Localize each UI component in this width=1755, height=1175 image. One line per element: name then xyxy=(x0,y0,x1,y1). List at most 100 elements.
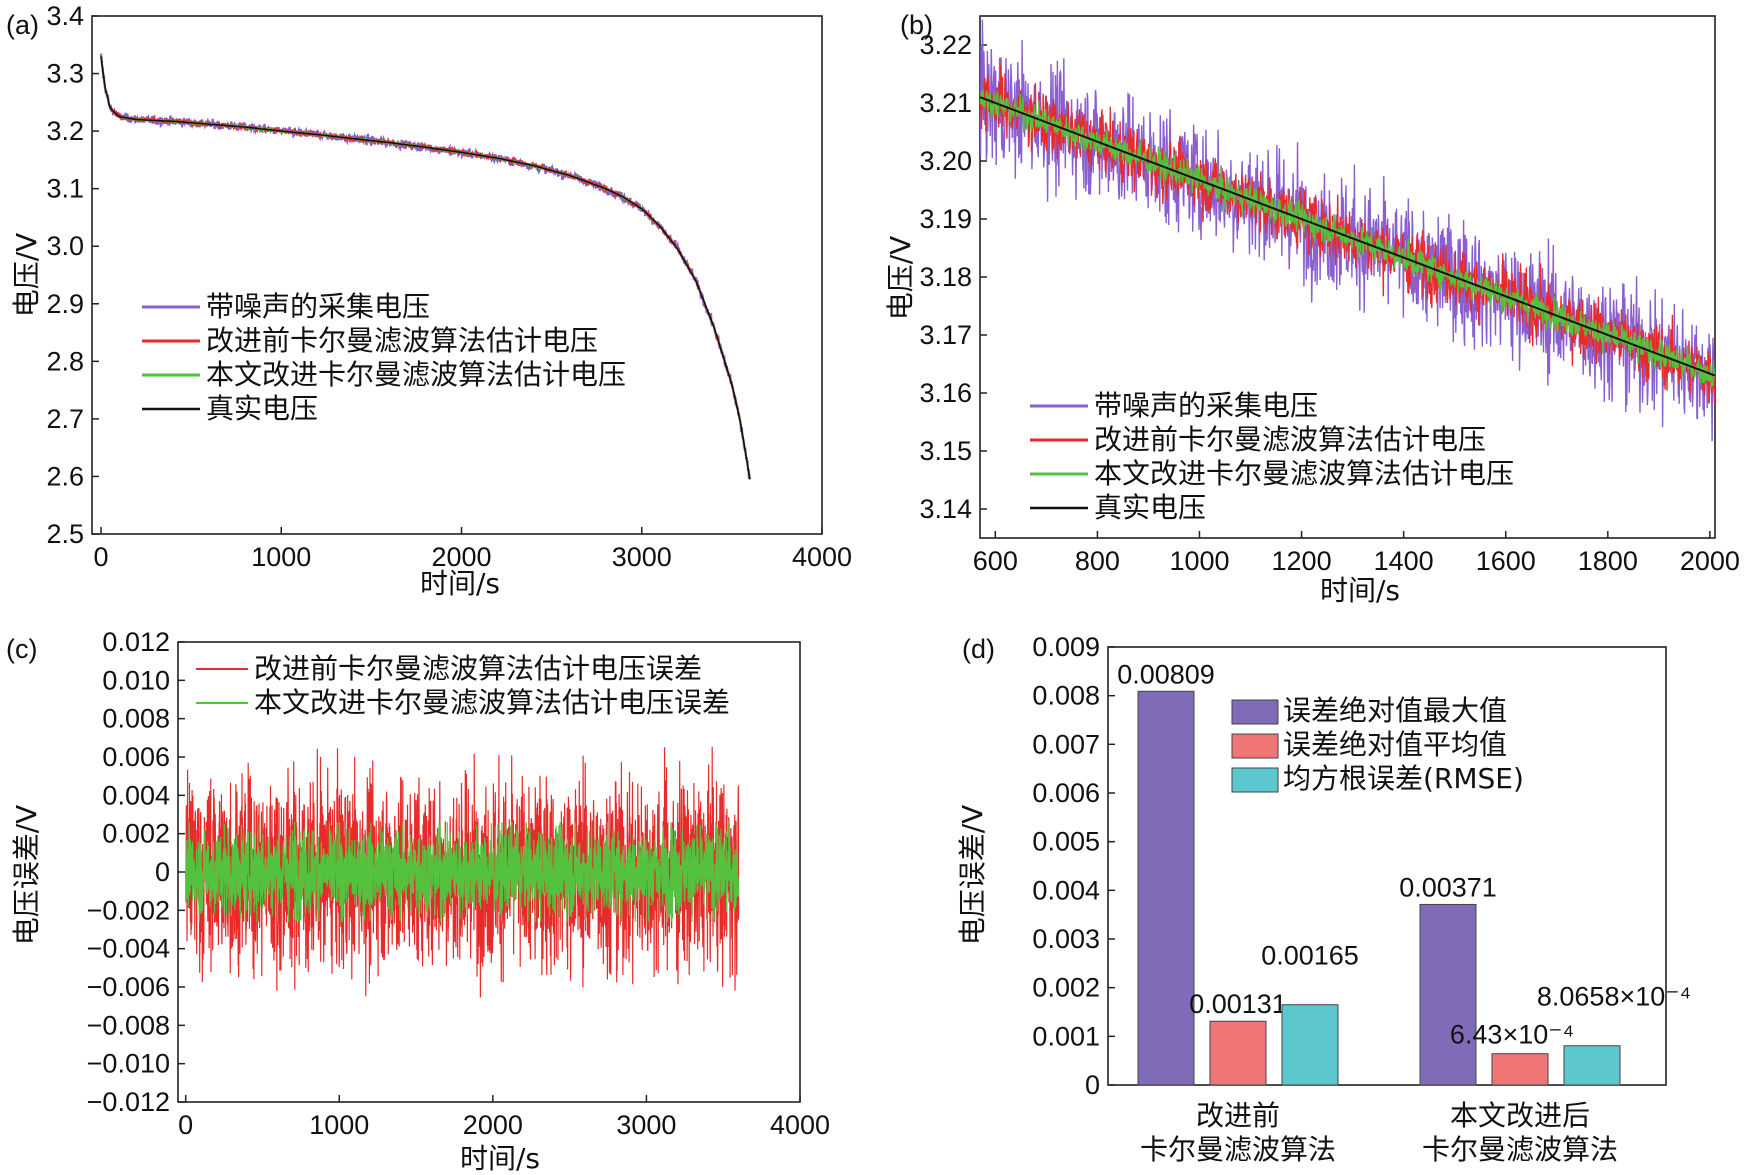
y-tick-label: −0.010 xyxy=(87,1049,170,1079)
category-label: 卡尔曼滤波算法 xyxy=(1422,1133,1618,1166)
y-tick-label: 3.19 xyxy=(919,204,972,234)
legend-label: 真实电压 xyxy=(206,392,318,425)
series-before-line xyxy=(100,57,751,479)
y-axis-label: 电压误差/V xyxy=(10,805,43,946)
y-tick-label: 0.003 xyxy=(1032,924,1100,954)
y-tick-label: −0.004 xyxy=(87,934,170,964)
legend-swatch xyxy=(1231,699,1279,725)
legend-label: 改进前卡尔曼滤波算法估计电压 xyxy=(206,324,598,357)
bar xyxy=(1419,903,1477,1086)
y-tick-label: 2.5 xyxy=(46,519,84,549)
y-tick-label: 3.20 xyxy=(919,146,972,176)
y-tick-label: 0.004 xyxy=(1032,875,1100,905)
bar-value-label: 6.43×10⁻⁴ xyxy=(1450,1020,1574,1050)
series-improved-line xyxy=(100,55,751,480)
y-tick-label: 3.22 xyxy=(919,30,972,60)
y-axis-label: 电压/V xyxy=(884,236,917,321)
y-tick-label: 0.010 xyxy=(102,665,170,695)
series-true-line xyxy=(980,96,1715,377)
legend-label: 本文改进卡尔曼滤波算法估计电压误差 xyxy=(254,686,730,719)
panel-c: (c) 0 1000 2000 3000 4000 0.012 0.010 0.008 0.006… xyxy=(6,627,830,1175)
legend-label: 误差绝对值最大值 xyxy=(1283,694,1507,727)
x-tick-label: 4000 xyxy=(770,1110,830,1140)
legend-label: 误差绝对值平均值 xyxy=(1283,728,1507,761)
legend-swatch xyxy=(1231,767,1279,793)
y-tick-label: 2.7 xyxy=(46,404,84,434)
panel-label: (d) xyxy=(962,634,995,664)
category-label: 改进前 xyxy=(1196,1099,1280,1132)
x-tick-label: 1400 xyxy=(1374,546,1434,576)
y-tick-label: 3.4 xyxy=(46,1,84,31)
y-tick-label: 0.002 xyxy=(102,819,170,849)
series-improved-error xyxy=(185,822,740,922)
y-tick-label: 0 xyxy=(1085,1070,1100,1100)
y-tick-label: 3.17 xyxy=(919,320,972,350)
bar xyxy=(1281,1004,1339,1086)
bar xyxy=(1491,1053,1549,1086)
panel-b: (b) 600 800 1000 1200 1400 1600 1800 2000 3.14 3.1… xyxy=(884,10,1740,607)
y-tick-label: 3.18 xyxy=(919,262,972,292)
y-tick-label: 3.3 xyxy=(46,59,84,89)
y-tick-label: 0.005 xyxy=(1032,827,1100,857)
y-tick-label: 3.21 xyxy=(919,88,972,118)
bar-value-label: 0.00371 xyxy=(1399,872,1497,902)
legend-label: 改进前卡尔曼滤波算法估计电压 xyxy=(1094,423,1486,456)
x-tick-label: 1000 xyxy=(251,542,311,572)
x-tick-label: 1000 xyxy=(1169,546,1229,576)
panel-label: (c) xyxy=(6,634,37,664)
bar-value-label: 0.00165 xyxy=(1261,941,1359,971)
plot-area xyxy=(980,19,1715,442)
x-tick-label: 1800 xyxy=(1578,546,1638,576)
bar-value-label: 0.00809 xyxy=(1117,659,1215,689)
y-tick-label: −0.012 xyxy=(87,1087,170,1117)
y-tick-label: 3.1 xyxy=(46,174,84,204)
y-tick-label: 0 xyxy=(155,857,170,887)
legend-label: 本文改进卡尔曼滤波算法估计电压 xyxy=(1094,457,1514,490)
legend-label: 带噪声的采集电压 xyxy=(1094,389,1318,422)
legend-label: 真实电压 xyxy=(1094,491,1206,524)
y-tick-label: 3.16 xyxy=(919,378,972,408)
y-axis-label: 电压/V xyxy=(10,233,43,318)
bar-value-label: 8.0658×10⁻⁴ xyxy=(1537,982,1691,1012)
y-tick-label: 3.0 xyxy=(46,231,84,261)
x-tick-label: 1600 xyxy=(1476,546,1536,576)
y-tick-label: 0.008 xyxy=(1032,681,1100,711)
y-axis-label: 电压误差/V xyxy=(956,805,989,946)
legend-swatch xyxy=(1231,733,1279,759)
y-tick-label: 3.15 xyxy=(919,436,972,466)
y-tick-label: 2.8 xyxy=(46,346,84,376)
plot-frame xyxy=(1107,646,1667,1086)
y-tick-label: 2.6 xyxy=(46,461,84,491)
plot-frame xyxy=(91,15,823,535)
panel-d: (d) 0 0.001 0.002 0.003 0.004 0.005 0.006 0.007 0… xyxy=(956,632,1691,1166)
legend-label: 均方根误差(RMSE) xyxy=(1283,762,1524,795)
x-axis-label: 时间/s xyxy=(420,567,500,600)
legend-label: 改进前卡尔曼滤波算法估计电压误差 xyxy=(254,652,702,685)
x-tick-label: 2000 xyxy=(431,542,491,572)
y-tick-label: −0.006 xyxy=(87,972,170,1002)
y-tick-label: 0.012 xyxy=(102,627,170,657)
bar xyxy=(1563,1045,1621,1086)
y-tick-label: 3.2 xyxy=(46,116,84,146)
y-tick-label: 0.006 xyxy=(102,742,170,772)
bar-value-label: 0.00131 xyxy=(1189,989,1287,1019)
legend-label: 带噪声的采集电压 xyxy=(206,290,430,323)
y-tick-label: 0.007 xyxy=(1032,729,1100,759)
panel-a: (a) 0 1000 2000 3000 4000 2.5 2.6 2.7 2.8 2.9 3.0 3.… xyxy=(6,1,852,600)
panel-label: (a) xyxy=(6,10,39,40)
y-tick-label: 0.006 xyxy=(1032,778,1100,808)
x-tick-label: 2000 xyxy=(1680,546,1740,576)
y-tick-label: −0.008 xyxy=(87,1010,170,1040)
x-tick-label: 1200 xyxy=(1272,546,1332,576)
y-tick-label: 0.008 xyxy=(102,704,170,734)
y-tick-label: 3.14 xyxy=(919,494,972,524)
category-label: 本文改进后 xyxy=(1450,1099,1590,1132)
y-tick-label: 2.9 xyxy=(46,289,84,319)
x-tick-label: 0 xyxy=(178,1110,193,1140)
x-tick-label: 600 xyxy=(973,546,1018,576)
bar xyxy=(1137,690,1195,1086)
bar xyxy=(1209,1020,1267,1086)
x-axis-label: 时间/s xyxy=(1320,574,1400,607)
x-tick-label: 1000 xyxy=(309,1110,369,1140)
